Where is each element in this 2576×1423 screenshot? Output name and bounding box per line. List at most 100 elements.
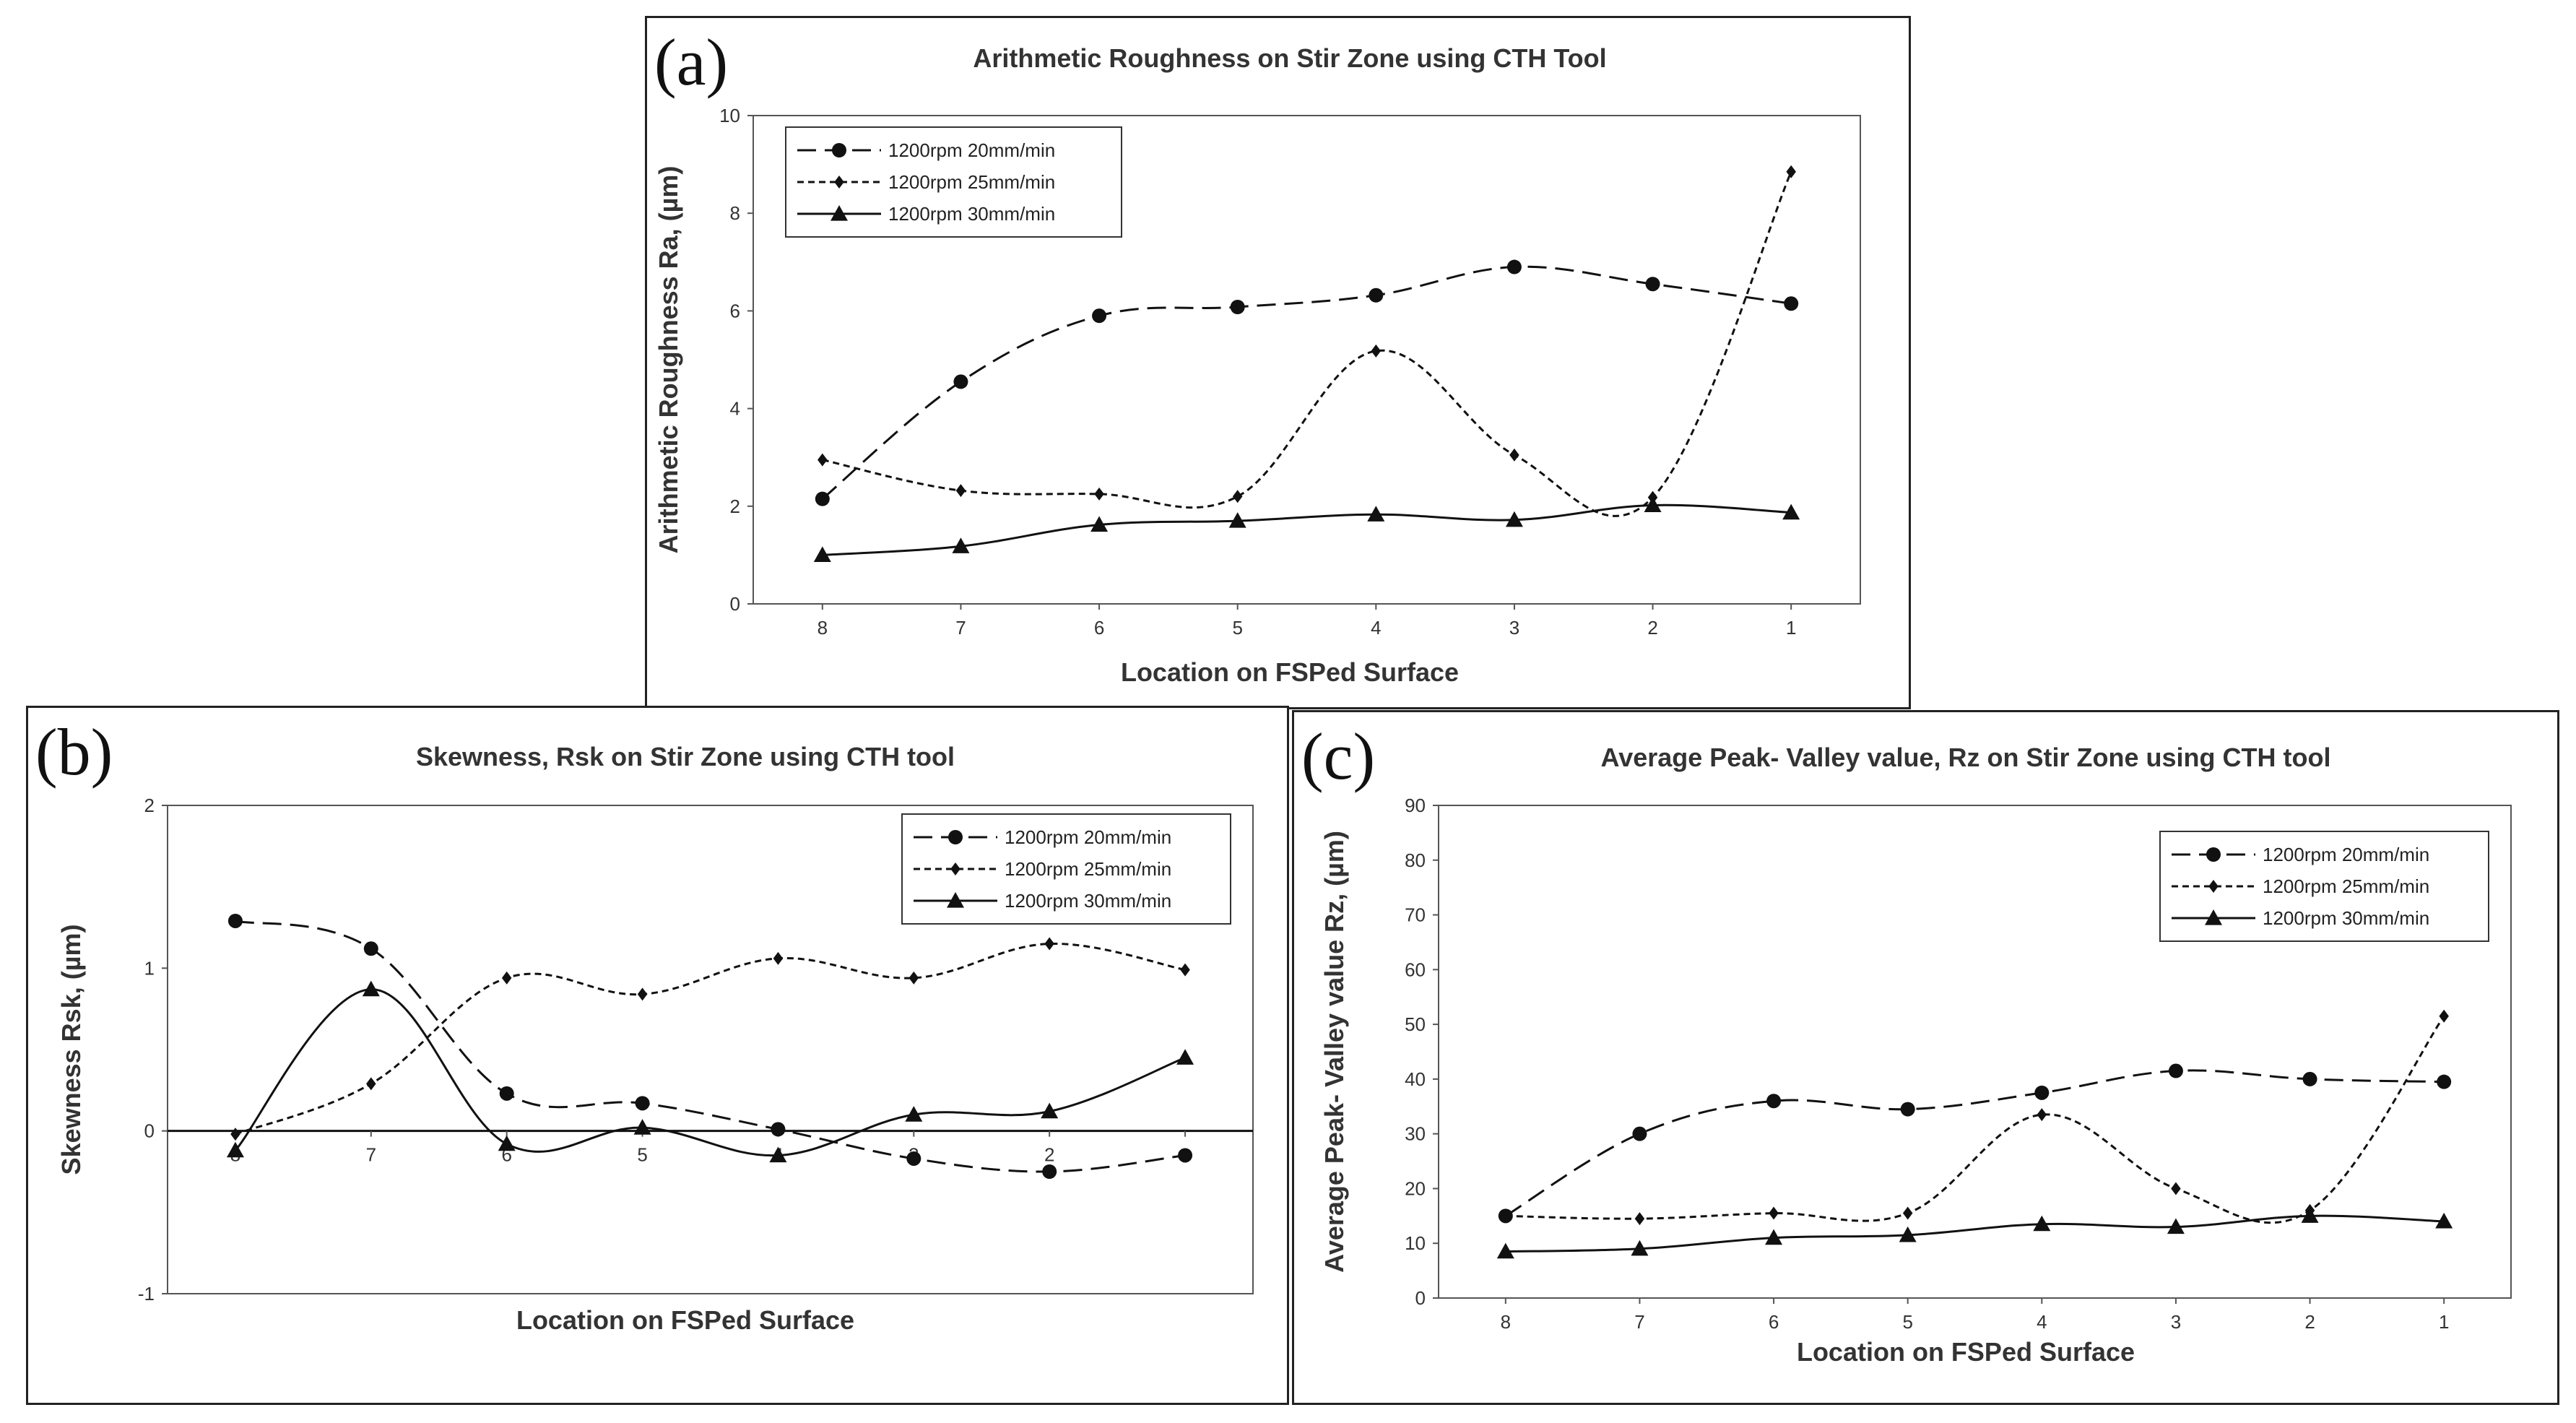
data-point-a-3: [1228, 512, 1246, 528]
legend-label-b: 1200rpm 30mm/min: [1005, 890, 1171, 912]
x-tick-label-c: 5: [1902, 1311, 1912, 1333]
data-point-a-3: [1782, 503, 1800, 520]
x-tick-label-b: 5: [637, 1144, 647, 1166]
chart-c-svg: (c) Average Peak- Valley value, Rz on Sti…: [1301, 719, 2512, 1367]
legend-a: 1200rpm 20mm/min 1200rpm 25mm/min 1200rpm …: [785, 126, 1122, 238]
legend-label-c: 1200rpm 30mm/min: [2263, 907, 2429, 929]
data-point-a-2: [1232, 490, 1243, 503]
x-tick-label-a: 1: [1786, 617, 1796, 639]
data-point-b-2: [501, 971, 512, 985]
x-tick-label-c: 3: [2171, 1311, 2181, 1333]
legend-label-b: 1200rpm 20mm/min: [1005, 826, 1171, 848]
legend-marker-c: [2205, 909, 2222, 925]
data-point-c-3: [1631, 1240, 1649, 1256]
data-point-b-3: [362, 980, 380, 997]
chart-panel-a: (a) Arithmetic Roughness on Stir Zone usi…: [645, 16, 1911, 709]
panel-label-a: (a): [654, 25, 728, 99]
data-point-c-2: [1769, 1206, 1779, 1220]
y-tick-label-b: 2: [144, 795, 155, 816]
series-line-a-2: [822, 171, 1792, 517]
data-point-a-3: [1367, 506, 1385, 522]
data-point-c-1: [1632, 1126, 1647, 1141]
data-point-b-2: [908, 971, 919, 985]
data-point-c-1: [2437, 1074, 2452, 1089]
data-point-c-2: [2171, 1182, 2181, 1195]
y-tick-label-c: 30: [1405, 1123, 1426, 1145]
legend-marker-b: [950, 862, 960, 875]
data-point-c-2: [2037, 1108, 2047, 1122]
data-point-a-3: [952, 537, 970, 553]
data-point-c-2: [2439, 1009, 2449, 1023]
series-b-3: [226, 980, 1194, 1163]
chart-title-c: Average Peak- Valley value, Rz on Stir Z…: [1601, 743, 2331, 772]
data-point-b-2: [1180, 963, 1190, 977]
data-point-c-1: [1900, 1102, 1915, 1117]
data-point-c-3: [1765, 1229, 1783, 1245]
series-c-3: [1496, 1207, 2453, 1259]
y-tick-label-c: 90: [1405, 795, 1426, 816]
data-point-c-2: [1634, 1212, 1645, 1226]
data-point-a-1: [1369, 287, 1384, 303]
data-point-c-1: [2034, 1085, 2050, 1100]
legend-marker-c: [2206, 847, 2221, 862]
data-point-b-1: [1042, 1164, 1057, 1179]
data-point-c-1: [1766, 1094, 1782, 1109]
legend-label-a: 1200rpm 25mm/min: [888, 171, 1055, 193]
data-point-c-3: [2167, 1218, 2185, 1234]
data-point-a-2: [818, 453, 828, 467]
chart-title-a: Arithmetic Roughness on Stir Zone using …: [973, 43, 1606, 73]
chart-a-svg: (a) Arithmetic Roughness on Stir Zone usi…: [654, 25, 1861, 687]
data-point-c-3: [2301, 1207, 2319, 1223]
x-tick-label-c: 7: [1634, 1311, 1644, 1333]
legend-c: 1200rpm 20mm/min 1200rpm 25mm/min 1200rpm …: [2159, 831, 2489, 942]
data-point-c-3: [2435, 1212, 2453, 1229]
data-point-a-2: [955, 484, 966, 498]
chart-b-svg: (b) Skewness, Rsk on Stir Zone using CTH …: [35, 715, 1254, 1335]
data-point-c-3: [1899, 1226, 1917, 1242]
legend-marker-a: [831, 205, 848, 221]
series-a-1: [815, 259, 1799, 506]
y-tick-label-a: 0: [730, 593, 740, 615]
data-point-b-3: [1176, 1049, 1194, 1065]
legend-label-a: 1200rpm 20mm/min: [888, 139, 1055, 161]
data-point-b-1: [499, 1086, 514, 1101]
x-tick-label-c: 1: [2439, 1311, 2449, 1333]
y-tick-label-c: 20: [1405, 1177, 1426, 1199]
y-tick-label-c: 80: [1405, 849, 1426, 871]
data-point-b-1: [906, 1151, 921, 1166]
data-point-b-2: [773, 951, 784, 965]
series-b-2: [230, 937, 1190, 1141]
y-tick-label-c: 10: [1405, 1232, 1426, 1254]
y-tick-label-b: 0: [144, 1120, 155, 1142]
data-point-b-1: [1178, 1148, 1193, 1163]
y-tick-label-b: -1: [138, 1283, 155, 1305]
x-tick-label-c: 8: [1501, 1311, 1511, 1333]
data-point-a-2: [1371, 344, 1382, 358]
data-point-a-2: [1094, 487, 1104, 501]
series-line-a-3: [822, 503, 1792, 556]
data-point-a-3: [1505, 511, 1523, 527]
data-point-c-2: [1902, 1206, 1913, 1220]
x-tick-label-a: 3: [1509, 617, 1519, 639]
data-point-c-1: [2302, 1071, 2317, 1086]
y-tick-label-a: 10: [719, 105, 740, 126]
chart-panel-c: (c) Average Peak- Valley value, Rz on Sti…: [1292, 710, 2559, 1405]
data-point-a-1: [1230, 299, 1245, 314]
series-line-c-1: [1505, 1069, 2445, 1217]
y-axis-label-c: Average Peak- Valley value Rz, (µm): [1319, 831, 1349, 1273]
data-point-a-1: [1645, 277, 1660, 292]
data-point-a-3: [813, 546, 831, 562]
series-line-b-1: [235, 920, 1186, 1173]
legend-marker-b: [948, 830, 963, 844]
series-c-1: [1498, 1063, 2452, 1224]
legend-b: 1200rpm 20mm/min 1200rpm 25mm/min 1200rpm …: [901, 813, 1231, 925]
data-point-b-3: [905, 1106, 923, 1122]
y-tick-label-c: 40: [1405, 1068, 1426, 1090]
data-point-b-3: [226, 1141, 244, 1158]
chart-title-b: Skewness, Rsk on Stir Zone using CTH too…: [416, 742, 955, 771]
y-tick-label-a: 4: [730, 398, 740, 420]
y-tick-label-a: 2: [730, 496, 740, 517]
data-point-a-3: [1090, 516, 1109, 532]
data-point-b-1: [363, 941, 378, 956]
legend-label-b: 1200rpm 25mm/min: [1005, 858, 1171, 880]
